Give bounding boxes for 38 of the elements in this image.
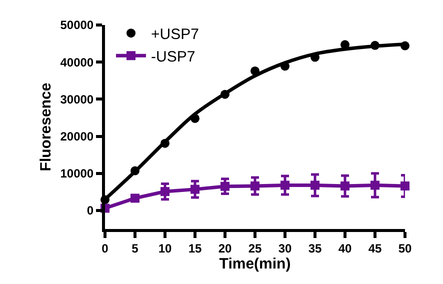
- point: [400, 41, 410, 50]
- point: [400, 181, 410, 190]
- x-tick-label: 20: [218, 241, 232, 256]
- point: [190, 114, 200, 123]
- y-axis-title: Fluoresence: [37, 82, 54, 172]
- point: [250, 66, 260, 76]
- x-tick-label: 50: [398, 241, 412, 256]
- x-tick-label: 5: [132, 241, 139, 256]
- point: [160, 187, 170, 196]
- x-tick-label: 30: [278, 241, 292, 256]
- point: [190, 184, 200, 194]
- point: [370, 40, 380, 50]
- point: [340, 181, 350, 190]
- y-tick-label: 50000: [60, 18, 94, 32]
- x-axis-title: Time(min): [219, 255, 291, 272]
- point: [160, 138, 170, 148]
- y-tick-label: 10000: [60, 166, 94, 181]
- x-tick-label: 45: [368, 241, 382, 256]
- x-tick-label: 10: [158, 241, 172, 256]
- point: [220, 182, 230, 191]
- y-tick-label: 0: [86, 204, 94, 218]
- y-tick-label: 30000: [60, 92, 94, 106]
- point: [220, 90, 230, 99]
- y-tick-label: 20000: [60, 129, 94, 144]
- legend-label: -USP7: [151, 48, 196, 66]
- y-tick-label: 40000: [60, 55, 94, 70]
- x-tick-label: 35: [308, 241, 322, 256]
- point: [130, 166, 140, 176]
- point: [280, 180, 290, 190]
- legend-label: +USP7: [151, 26, 199, 43]
- point: [370, 180, 380, 190]
- x-tick-label: 25: [248, 241, 262, 256]
- x-tick-label: 15: [188, 241, 202, 256]
- point: [310, 180, 320, 190]
- x-tick-label: 40: [338, 241, 352, 256]
- point: [250, 181, 260, 190]
- x-tick-label: 0: [102, 241, 109, 256]
- point: [130, 194, 140, 203]
